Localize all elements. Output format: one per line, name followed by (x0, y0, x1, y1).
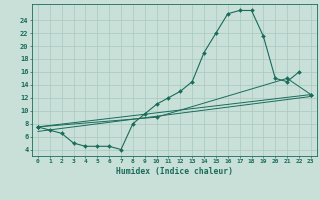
X-axis label: Humidex (Indice chaleur): Humidex (Indice chaleur) (116, 167, 233, 176)
